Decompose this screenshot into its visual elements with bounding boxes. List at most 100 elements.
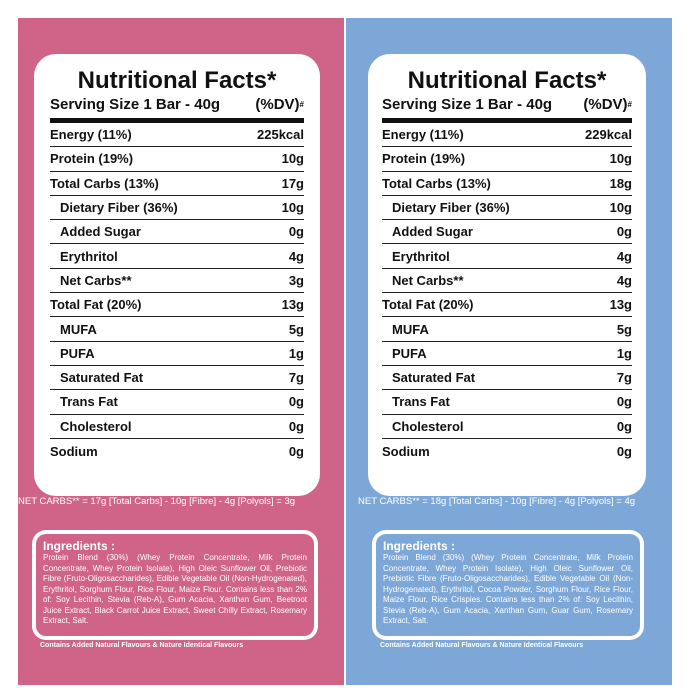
nutrient-value: 13g bbox=[281, 297, 304, 313]
nutrient-row: Energy (11%) 225kcal bbox=[50, 123, 304, 148]
serving-size-label: Serving Size 1 Bar - 40g bbox=[382, 96, 553, 113]
nutrient-label: Total Carbs (13%) bbox=[382, 175, 491, 191]
nutrient-value: 229kcal bbox=[585, 127, 632, 143]
nutrient-label: Protein (19%) bbox=[382, 151, 466, 167]
nutrient-label: Energy (11%) bbox=[382, 127, 464, 143]
nutrient-row: PUFA 1g bbox=[382, 342, 632, 366]
nutrient-value: 13g bbox=[609, 297, 632, 313]
nutrient-row: Sodium 0g bbox=[50, 439, 304, 463]
nutrient-label: Total Fat (20%) bbox=[50, 297, 142, 313]
nutrient-row: Trans Fat 0g bbox=[382, 390, 632, 415]
nutrient-label: PUFA bbox=[392, 345, 427, 361]
nutrient-value: 0g bbox=[288, 443, 304, 459]
nutrient-row: Protein (19%) 10g bbox=[50, 147, 304, 172]
ingredients-heading: Ingredients : bbox=[383, 539, 456, 553]
net-carbs-note: NET CARBS** = 18g [Total Carbs] - 10g [F… bbox=[358, 496, 636, 507]
nutrient-row: Erythritol 4g bbox=[382, 244, 632, 269]
nutrition-facts-card: Nutritional Facts* Serving Size 1 Bar - … bbox=[368, 54, 646, 496]
nutrient-row: Protein (19%) 10g bbox=[382, 147, 632, 172]
nutrient-label: Energy (11%) bbox=[50, 127, 132, 143]
ingredients-heading: Ingredients : bbox=[43, 539, 116, 553]
nutrient-label: PUFA bbox=[60, 345, 95, 361]
nutrient-value: 5g bbox=[288, 321, 304, 337]
left-panel: Nutritional Facts* Serving Size 1 Bar - … bbox=[18, 18, 344, 685]
nutrient-value: 0g bbox=[288, 224, 304, 240]
nutrient-label: Protein (19%) bbox=[50, 151, 134, 167]
nutrient-label: Trans Fat bbox=[392, 394, 450, 410]
nutrient-row: Dietary Fiber (36%) 10g bbox=[382, 196, 632, 221]
nutrient-row: Energy (11%) 229kcal bbox=[382, 123, 632, 148]
nutrient-label: Erythritol bbox=[60, 248, 118, 264]
serving-size: Serving Size 1 Bar - 40g (%DV)# bbox=[50, 96, 304, 114]
nutrient-label: Cholesterol bbox=[60, 418, 132, 434]
net-carbs-note: NET CARBS** = 17g [Total Carbs] - 10g [F… bbox=[18, 496, 296, 507]
nutrient-label: Cholesterol bbox=[392, 418, 464, 434]
nutrient-value: 10g bbox=[281, 200, 304, 216]
nutrition-title: Nutritional Facts* bbox=[77, 67, 277, 94]
nutrient-row: Total Fat (20%) 13g bbox=[382, 293, 632, 318]
nutrient-label: Saturated Fat bbox=[392, 370, 476, 386]
nutrient-row: Added Sugar 0g bbox=[50, 220, 304, 245]
nutrient-row: Sodium 0g bbox=[382, 439, 632, 463]
nutrient-label: MUFA bbox=[60, 321, 97, 337]
nutrient-row: Erythritol 4g bbox=[50, 244, 304, 269]
dv-header: (%DV)# bbox=[583, 96, 632, 113]
nutrient-value: 225kcal bbox=[257, 127, 304, 143]
ingredients-box: Ingredients : Protein Blend (30%) (Whey … bbox=[372, 530, 644, 640]
nutrition-facts-card: Nutritional Facts* Serving Size 1 Bar - … bbox=[34, 54, 320, 496]
nutrient-row: MUFA 5g bbox=[50, 317, 304, 342]
nutrient-label: Added Sugar bbox=[392, 224, 473, 240]
flavours-footer: Contains Added Natural Flavours & Nature… bbox=[40, 642, 244, 649]
nutrient-row: Cholesterol 0g bbox=[50, 415, 304, 439]
nutrient-value: 0g bbox=[616, 224, 632, 240]
nutrient-value: 3g bbox=[288, 272, 304, 288]
nutrient-value: 7g bbox=[288, 370, 304, 386]
nutrient-label: Total Fat (20%) bbox=[382, 297, 474, 313]
nutrient-rows: Energy (11%) 229kcal Protein (19%) 10g Total… bbox=[382, 118, 632, 463]
nutrient-row: Total Carbs (13%) 17g bbox=[50, 172, 304, 196]
nutrient-label: Saturated Fat bbox=[60, 370, 144, 386]
nutrient-row: MUFA 5g bbox=[382, 317, 632, 342]
nutrient-value: 10g bbox=[281, 151, 304, 167]
nutrient-row: Added Sugar 0g bbox=[382, 220, 632, 245]
right-panel: Nutritional Facts* Serving Size 1 Bar - … bbox=[346, 18, 672, 685]
nutrient-label: Sodium bbox=[50, 443, 98, 459]
ingredients-text: Protein Blend (30%) (Whey Protein Concen… bbox=[43, 553, 307, 625]
nutrient-value: 7g bbox=[616, 370, 632, 386]
nutrient-row: Saturated Fat 7g bbox=[50, 366, 304, 391]
nutrient-label: Total Carbs (13%) bbox=[50, 175, 159, 191]
nutrient-label: Added Sugar bbox=[60, 224, 141, 240]
ingredients-inner: Ingredients : Protein Blend (30%) (Whey … bbox=[376, 534, 640, 636]
nutrient-row: Trans Fat 0g bbox=[50, 390, 304, 415]
nutrient-row: Saturated Fat 7g bbox=[382, 366, 632, 391]
nutrient-value: 0g bbox=[616, 394, 632, 410]
nutrient-row: Cholesterol 0g bbox=[382, 415, 632, 439]
nutrient-label: Net Carbs** bbox=[60, 272, 132, 288]
nutrient-row: PUFA 1g bbox=[50, 342, 304, 366]
nutrient-value: 4g bbox=[616, 248, 632, 264]
nutrient-label: MUFA bbox=[392, 321, 429, 337]
nutrient-row: Net Carbs** 4g bbox=[382, 269, 632, 294]
nutrient-label: Net Carbs** bbox=[392, 272, 464, 288]
nutrient-value: 5g bbox=[616, 321, 632, 337]
serving-size-label: Serving Size 1 Bar - 40g bbox=[50, 96, 221, 113]
ingredients-inner: Ingredients : Protein Blend (30%) (Whey … bbox=[36, 534, 314, 636]
dv-header: (%DV)# bbox=[255, 96, 304, 113]
nutrient-value: 0g bbox=[288, 418, 304, 434]
nutrient-value: 4g bbox=[288, 248, 304, 264]
nutrient-row: Total Fat (20%) 13g bbox=[50, 293, 304, 318]
nutrient-value: 10g bbox=[609, 151, 632, 167]
nutrient-row: Net Carbs** 3g bbox=[50, 269, 304, 294]
nutrient-value: 1g bbox=[616, 345, 632, 361]
nutrient-label: Erythritol bbox=[392, 248, 450, 264]
nutrient-value: 18g bbox=[609, 175, 632, 191]
nutrient-value: 10g bbox=[609, 200, 632, 216]
nutrient-value: 0g bbox=[616, 418, 632, 434]
ingredients-text: Protein Blend (30%) (Whey Protein Concen… bbox=[383, 553, 633, 625]
nutrient-label: Dietary Fiber (36%) bbox=[60, 200, 178, 216]
nutrient-label: Trans Fat bbox=[60, 394, 118, 410]
ingredients-box: Ingredients : Protein Blend (30%) (Whey … bbox=[32, 530, 318, 640]
serving-size: Serving Size 1 Bar - 40g (%DV)# bbox=[382, 96, 632, 114]
nutrient-label: Sodium bbox=[382, 443, 430, 459]
nutrient-value: 0g bbox=[288, 394, 304, 410]
